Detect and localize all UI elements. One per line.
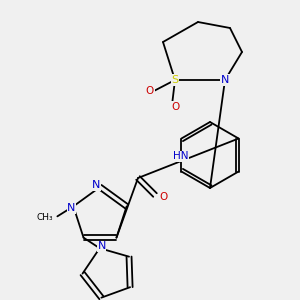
Text: O: O — [159, 192, 167, 202]
Text: CH₃: CH₃ — [37, 213, 53, 222]
Text: O: O — [146, 86, 154, 96]
Text: N: N — [92, 180, 100, 190]
Text: S: S — [171, 75, 178, 85]
Text: N: N — [98, 241, 106, 251]
Text: N: N — [67, 203, 76, 213]
Text: HN: HN — [172, 151, 188, 161]
Text: N: N — [221, 75, 229, 85]
Text: O: O — [172, 102, 180, 112]
